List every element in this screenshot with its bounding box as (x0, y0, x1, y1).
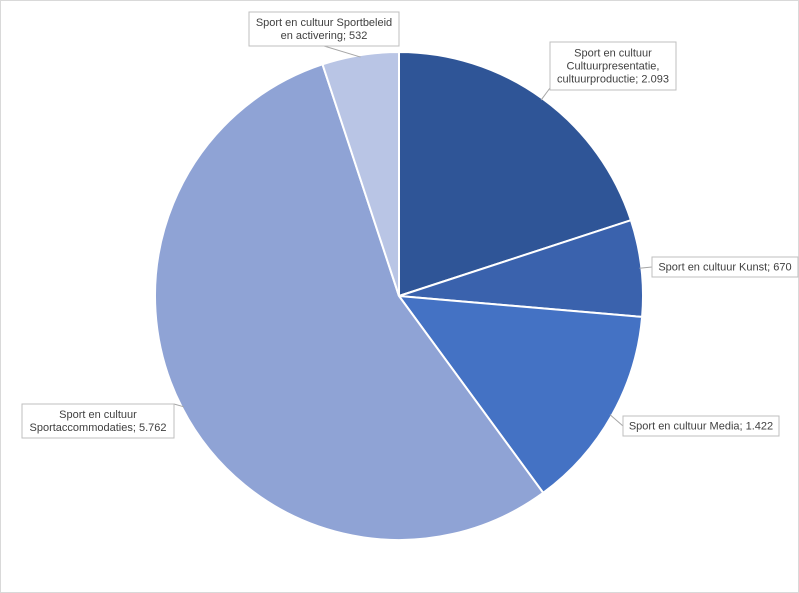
data-label-text: cultuurproductie; 2.093 (557, 74, 669, 86)
data-label: Sport en cultuurCultuurpresentatie,cultu… (549, 41, 677, 91)
data-label-box (549, 41, 677, 91)
data-label-box (248, 11, 400, 47)
data-label: Sport en cultuur Media; 1.422 (622, 415, 780, 437)
data-label-text: Sportaccommodaties; 5.762 (30, 422, 167, 434)
pie-slice (321, 50, 400, 297)
data-label-box (21, 403, 175, 439)
pie-slice (154, 63, 545, 541)
leader-line (609, 414, 624, 427)
data-label-text: Sport en cultuur Sportbeleid (256, 17, 392, 29)
data-label-box (622, 415, 780, 437)
leader-line (323, 45, 361, 58)
data-label: Sport en cultuur Kunst; 670 (651, 256, 799, 278)
data-label-text: Sport en cultuur Kunst; 670 (658, 262, 791, 274)
data-label-box (651, 256, 799, 278)
data-label-text: Sport en cultuur Media; 1.422 (629, 421, 773, 433)
data-label-text: Sport en cultuur (59, 409, 137, 421)
data-label-text: Cultuurpresentatie, (567, 61, 660, 73)
data-label-text: Sport en cultuur (574, 48, 652, 60)
leader-line (540, 87, 551, 101)
leader-line (173, 403, 184, 408)
data-label-text: en activering; 532 (281, 30, 368, 42)
leader-line (639, 266, 653, 269)
